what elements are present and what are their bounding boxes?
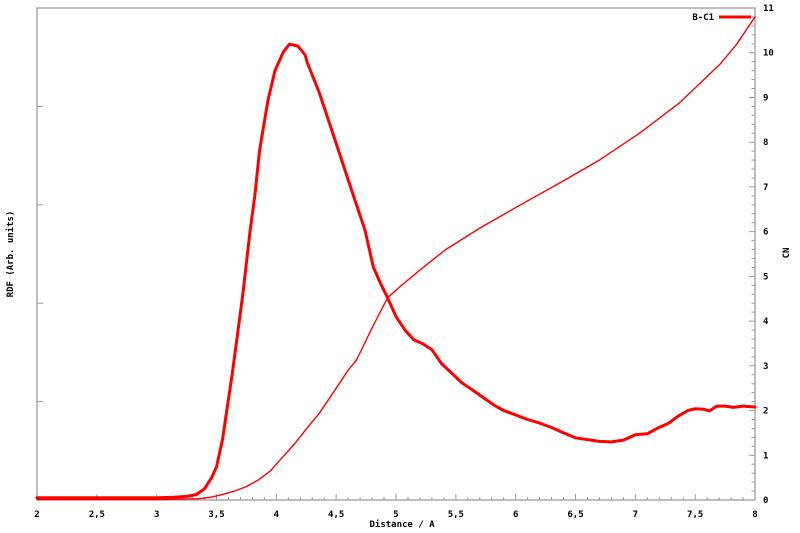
y2-tick-label: 11 bbox=[763, 4, 774, 14]
x-tick-label: 5,5 bbox=[448, 510, 464, 520]
y2-tick-label: 1 bbox=[763, 451, 768, 461]
x-axis-title: Distance / A bbox=[369, 519, 435, 530]
y2-tick-label: 7 bbox=[763, 183, 768, 193]
x-tick-label: 4,5 bbox=[328, 510, 344, 520]
data-curves bbox=[35, 16, 757, 501]
y2-tick-label: 3 bbox=[763, 362, 768, 372]
y2-tick-label: 10 bbox=[763, 49, 774, 59]
y2-tick-label: 4 bbox=[763, 317, 769, 327]
y2-tick-label: 6 bbox=[763, 228, 768, 238]
frame-rect bbox=[36, 7, 756, 501]
y2-tick-label: 2 bbox=[763, 407, 768, 417]
plot-frame bbox=[36, 7, 756, 501]
x-tick-label: 4 bbox=[274, 510, 280, 520]
legend-label: B-C1 bbox=[692, 13, 714, 23]
x-tick-label: 7 bbox=[633, 510, 638, 520]
curve-cn-b-c1 bbox=[36, 16, 756, 501]
legend: B-C1 bbox=[692, 13, 751, 23]
y-axis-title-left: RDF (Arb. units) bbox=[5, 211, 16, 298]
curve-rdf-b-c1 bbox=[35, 42, 757, 500]
x-tick-label: 8 bbox=[752, 510, 757, 520]
x-tick-label: 3 bbox=[154, 510, 159, 520]
x-tick-label: 2,5 bbox=[89, 510, 105, 520]
y-axis-title-right: CN bbox=[782, 248, 792, 259]
x-tick-label: 7,5 bbox=[687, 510, 703, 520]
x-tick-label: 6 bbox=[513, 510, 518, 520]
y2-tick-label: 5 bbox=[763, 272, 768, 282]
x-tick-label: 2 bbox=[34, 510, 39, 520]
x-tick-label: 5 bbox=[393, 510, 398, 520]
x-tick-label: 6,5 bbox=[567, 510, 583, 520]
x-tick-label: 3,5 bbox=[208, 510, 224, 520]
y2-tick-label: 9 bbox=[763, 93, 768, 103]
y2-tick-label: 8 bbox=[763, 138, 768, 148]
axis-ticks bbox=[36, 7, 756, 501]
y2-tick-label: 0 bbox=[763, 496, 768, 506]
